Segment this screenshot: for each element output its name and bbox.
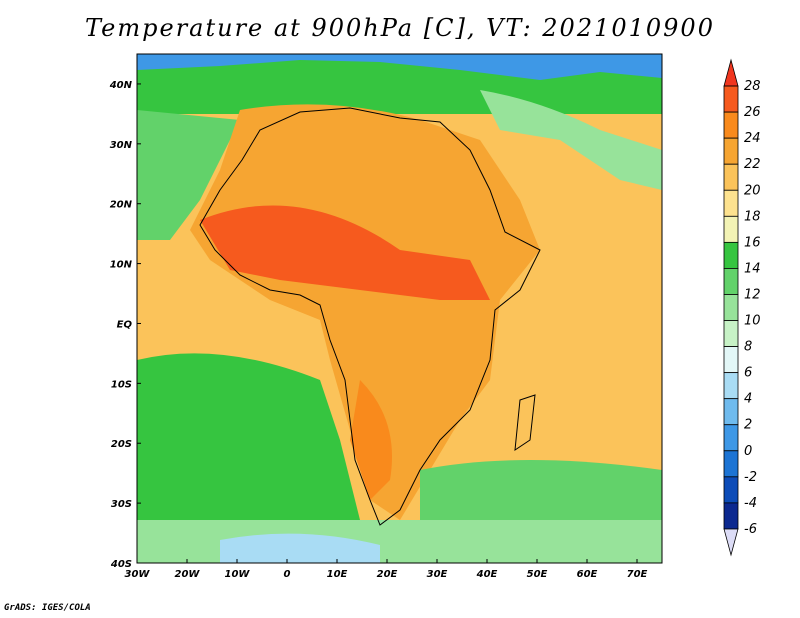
colorbar-swatch: [723, 476, 739, 504]
field-southern-ocean: [137, 520, 662, 563]
field-sahel-hot: [200, 205, 490, 300]
x-tick-label: 0: [284, 569, 291, 580]
y-tick-label: 40N: [109, 80, 133, 91]
field-south-atlantic-green: [137, 353, 360, 563]
colorbar-swatch: [723, 215, 739, 243]
colorbar-swatch: [723, 163, 739, 191]
field-indian-south-green: [420, 460, 662, 520]
map-field: [137, 54, 662, 563]
colorbar-swatch: [723, 241, 739, 269]
field-atlantic-green: [137, 110, 240, 240]
colorbar-label: 4: [744, 392, 752, 407]
colorbar-swatch: [723, 294, 739, 321]
colorbar-bottom-arrow: [723, 528, 739, 557]
colorbar-swatch: [723, 111, 739, 139]
x-tick-label: 30W: [125, 569, 151, 580]
colorbar-swatch: [723, 320, 739, 347]
colorbar-swatch: [723, 346, 739, 374]
colorbar-label: 12: [744, 287, 761, 302]
africa-coastline: [199, 107, 541, 526]
colorbar-label: 28: [744, 79, 761, 94]
colorbar-swatch: [723, 189, 739, 217]
plot-frame: [136, 53, 663, 564]
colorbar-label: 16: [744, 235, 761, 250]
colorbar-swatch: [723, 137, 739, 165]
colorbar-swatch: [723, 424, 739, 452]
colorbar-label: 10: [744, 314, 761, 329]
x-tick-label: 70E: [627, 569, 648, 580]
y-tick-label: 40S: [110, 559, 132, 570]
footer-credit: GrADS: IGES/COLA: [4, 603, 91, 613]
colorbar-label: 18: [744, 209, 761, 224]
colorbar-swatch: [723, 398, 739, 426]
colorbar-label: 0: [744, 444, 752, 459]
x-tick-label: 10E: [327, 569, 348, 580]
colorbar-label: 20: [744, 183, 761, 198]
colorbar-swatch: [723, 372, 739, 400]
colorbar-label: 8: [744, 340, 752, 355]
field-southern-blue: [220, 533, 380, 563]
field-arabia-green: [480, 90, 662, 190]
field-north-blue: [137, 54, 662, 80]
y-tick-label: 30N: [110, 140, 133, 151]
y-tick-label: 20N: [110, 200, 133, 211]
x-tick-label: 20E: [377, 569, 398, 580]
y-tick-label: 20S: [111, 439, 132, 450]
colorbar-label: -2: [744, 470, 757, 485]
colorbar-label: 24: [744, 131, 761, 146]
colorbar-top-arrow: [723, 58, 739, 87]
y-tick-label: 10N: [110, 260, 133, 271]
field-south-hot: [350, 380, 392, 500]
x-tick-label: 60E: [577, 569, 598, 580]
colorbar-label: -6: [744, 522, 757, 537]
x-tick-label: 50E: [527, 569, 548, 580]
colorbar-swatch: [723, 85, 739, 113]
chart-title: Temperature at 900hPa [C], VT: 202101090…: [85, 14, 715, 42]
colorbar-label: 2: [744, 418, 752, 433]
colorbar-label: 26: [744, 105, 761, 120]
x-tick-label: 40E: [476, 569, 498, 580]
y-tick-label: 10S: [111, 379, 132, 390]
x-tick-label: 30E: [427, 569, 448, 580]
colorbar-label: 6: [744, 366, 752, 381]
colorbar-swatch: [723, 502, 739, 530]
colorbar-label: -4: [744, 496, 757, 511]
y-tick-label: 30S: [111, 499, 132, 510]
y-tick-label: EQ: [117, 319, 133, 330]
colorbar-label: 14: [744, 261, 761, 276]
x-tick-label: 20W: [175, 569, 201, 580]
y-axis-ticks: 40N 30N 20N 10N EQ 10S 20S 30S 40S: [109, 80, 141, 570]
madagascar-coastline: [514, 394, 536, 452]
x-axis-ticks: 30W 20W 10W 0 10E 20E 30E 40E 50E 60E 70E: [125, 559, 648, 580]
colorbar-swatch: [723, 268, 739, 295]
x-tick-label: 10W: [225, 569, 251, 580]
colorbar-label: 22: [744, 157, 761, 172]
colorbar-swatch: [723, 450, 739, 478]
